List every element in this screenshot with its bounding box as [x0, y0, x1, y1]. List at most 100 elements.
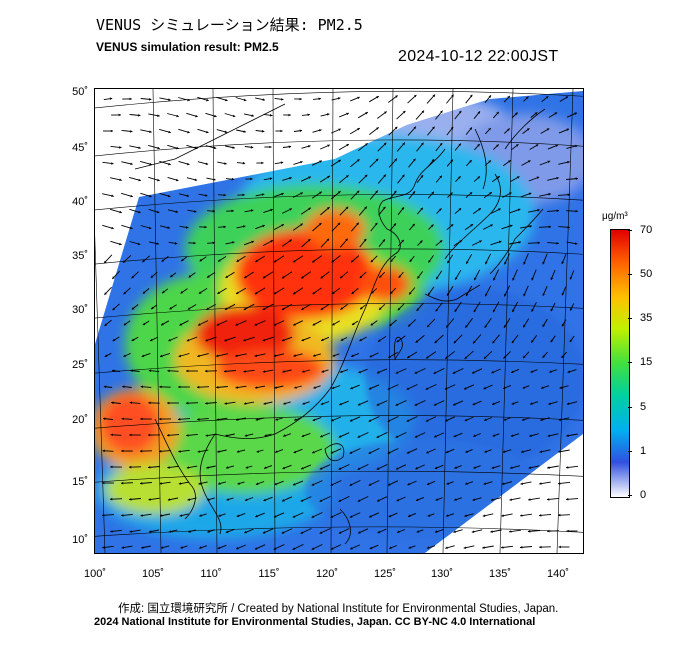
wind-arrow-head-71 — [507, 128, 510, 131]
wind-arrow-head-446 — [511, 370, 514, 374]
wind-arrow-head-139 — [383, 174, 386, 178]
wind-arrow-head-73 — [546, 128, 550, 131]
wind-arrow-head-361 — [312, 323, 316, 326]
wind-arrow-head-239 — [382, 239, 385, 242]
wind-arrow-head-450 — [103, 385, 107, 389]
wind-arrow-head-43 — [458, 110, 462, 114]
wind-arrow-head-637 — [338, 499, 342, 502]
wind-arrow-head-230 — [212, 241, 215, 245]
wind-arrow-head-621 — [502, 482, 505, 485]
wind-arrow-head-655 — [199, 514, 202, 517]
wind-arrow-head-39 — [384, 111, 387, 114]
wind-arrow-head-107 — [242, 161, 246, 165]
wind-arrow-head-388 — [359, 338, 362, 342]
wind-arrow-head-555 — [197, 450, 201, 453]
wind-arrow-head-622 — [520, 482, 523, 485]
wind-arrow-head-275 — [112, 276, 115, 279]
wind-arrow-head-268 — [447, 260, 450, 264]
wind-arrow-head-341 — [416, 308, 420, 311]
wind-arrow-head-5 — [206, 98, 209, 102]
wind-arrow-head-203 — [167, 226, 170, 229]
wind-arrow-head-382 — [243, 338, 246, 342]
wind-arrow-head-535 — [301, 434, 305, 438]
timestamp: 2024-10-12 22:00JST — [398, 48, 559, 65]
wind-arrow-head-106 — [224, 162, 227, 165]
wind-arrow-head-383 — [262, 338, 266, 342]
coastlines — [134, 103, 546, 545]
lon-label-100: 100˚ — [83, 568, 107, 580]
wind-arrow-head-297 — [531, 277, 534, 281]
wind-arrow-head-561 — [312, 451, 315, 454]
wind-arrow-head-61 — [319, 129, 322, 132]
wind-arrow-head-683 — [262, 531, 266, 534]
wind-arrow-head-429 — [186, 369, 189, 373]
wind-arrow-head-345 — [493, 309, 496, 313]
wind-arrow-head-403 — [160, 354, 163, 358]
colorbar — [610, 229, 630, 498]
wind-arrow-head-151 — [130, 194, 133, 198]
wind-arrow-head-717 — [426, 546, 430, 549]
wind-arrow-head-102 — [149, 162, 152, 166]
wind-arrow-head-232 — [251, 240, 254, 244]
wind-arrow-head-541 — [414, 435, 418, 438]
wind-arrow-head-457 — [235, 386, 238, 389]
wind-arrow-head-166 — [412, 191, 416, 194]
wind-arrow-head-188 — [364, 206, 367, 210]
wind-arrow-head-251 — [123, 260, 126, 263]
wind-arrow-head-468 — [444, 387, 448, 390]
wind-arrow-head-540 — [395, 435, 399, 438]
wind-arrow-head-615 — [388, 483, 391, 486]
wind-arrow-head-514 — [368, 419, 372, 422]
wind-arrow-head-656 — [218, 514, 221, 517]
wind-arrow-head-510 — [294, 418, 297, 421]
pm25-map — [94, 88, 584, 554]
wind-arrow-head-263 — [351, 259, 354, 263]
wind-arrow-head-601 — [121, 481, 124, 485]
wind-arrow-head-325 — [112, 307, 116, 311]
wind-arrow-head-13 — [357, 96, 360, 100]
wind-arrow-head-250 — [104, 260, 107, 264]
wind-arrow-head-30 — [214, 114, 217, 118]
wind-arrow-head-419 — [464, 356, 468, 359]
wind-arrow-head-317 — [428, 292, 431, 296]
wind-arrow-head-112 — [338, 159, 341, 163]
wind-arrow-head-226 — [137, 242, 141, 246]
wind-arrow-head-285 — [301, 276, 304, 279]
wind-arrow-head-576 — [129, 465, 132, 469]
wind-arrow-head-44 — [477, 111, 480, 114]
wind-arrow-head-47 — [534, 112, 538, 115]
wind-arrow-head-349 — [570, 308, 573, 311]
wind-arrow-head-14 — [376, 96, 379, 99]
wind-arrow-head-130 — [213, 178, 216, 181]
wind-arrow-head-574 — [558, 450, 561, 453]
wind-arrow-head-712 — [330, 547, 334, 550]
wind-arrow-head-532 — [244, 434, 248, 437]
wind-arrow-head-394 — [473, 340, 476, 344]
wind-arrow-head-21 — [507, 95, 510, 99]
wind-arrow-head-242 — [439, 240, 443, 243]
wind-arrow-head-104 — [186, 162, 190, 166]
wind-arrow-head-533 — [264, 434, 267, 437]
wind-arrow-head-392 — [434, 340, 438, 343]
wind-arrow-head-86 — [327, 144, 330, 147]
wind-arrow-head-719 — [463, 546, 467, 549]
wind-arrow-head-159 — [281, 192, 284, 196]
wind-arrow-head-626 — [129, 498, 132, 501]
wind-arrow-head-331 — [224, 307, 228, 310]
wind-arrow-head-195 — [498, 208, 501, 211]
lat-label-25: 25˚ — [72, 359, 88, 371]
wind-arrow-head-493 — [453, 403, 456, 406]
wind-arrow-head-424 — [561, 355, 564, 358]
wind-arrow-head-116 — [413, 158, 416, 162]
wind-arrow-head-287 — [340, 275, 343, 279]
colorbar-tickmark-50 — [628, 274, 632, 275]
wind-arrow-head-490 — [395, 403, 399, 406]
wind-arrow-head-449 — [567, 370, 571, 373]
wind-arrow-head-378 — [168, 338, 171, 342]
wind-arrow-head-554 — [178, 450, 181, 453]
wind-arrow-head-524 — [558, 418, 562, 421]
wind-arrow-head-343 — [454, 309, 457, 312]
wind-arrow-head-549 — [566, 434, 569, 437]
lon-label-115: 115˚ — [258, 568, 280, 580]
wind-arrow-head-303 — [162, 290, 165, 294]
